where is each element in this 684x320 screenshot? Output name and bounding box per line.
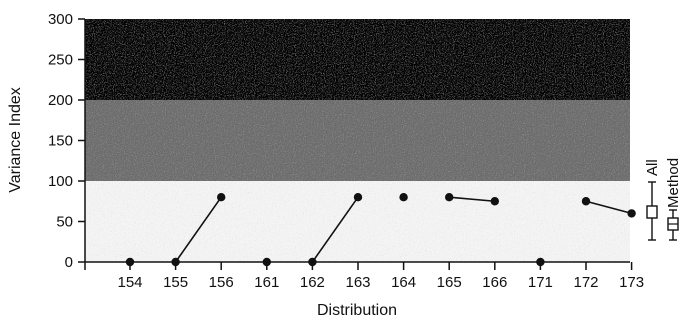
point-164 <box>399 193 408 202</box>
point-171 <box>536 257 545 267</box>
legend-all-label: All <box>644 159 661 176</box>
x-tick-label-155: 155 <box>163 274 188 291</box>
x-tick-label-154: 154 <box>117 274 142 291</box>
point-172 <box>581 197 591 206</box>
segment-162-163 <box>311 196 359 263</box>
legend-method-label: Method <box>665 158 682 208</box>
point-154 <box>125 257 135 267</box>
y-tick-label-300: 300 <box>48 11 73 28</box>
y-tick-label-250: 250 <box>48 52 73 69</box>
point-173 <box>627 209 636 218</box>
series <box>125 193 636 267</box>
x-tick-label-172: 172 <box>573 274 598 291</box>
point-156 <box>217 193 226 202</box>
background-bands <box>85 19 630 262</box>
point-165 <box>445 193 454 202</box>
x-axis-title: Distribution <box>317 302 397 319</box>
x-tick-label-162: 162 <box>300 274 325 291</box>
segment-165-166 <box>449 196 495 203</box>
axes: 0 50 100 150 200 250 300 154 155 156 161 162 163 164 1… <box>48 11 644 291</box>
point-163 <box>353 193 363 202</box>
x-tick-label-161: 161 <box>254 274 279 291</box>
band-0 <box>85 19 630 100</box>
legend-all-marker <box>646 205 658 219</box>
y-tick-label-200: 200 <box>48 92 73 109</box>
x-tick-label-156: 156 <box>209 274 234 291</box>
y-tick-label-100: 100 <box>48 173 73 190</box>
x-tick-label-171: 171 <box>528 274 553 291</box>
band-1 <box>85 100 630 181</box>
point-161 <box>262 257 271 267</box>
y-tick-label-150: 150 <box>48 133 73 150</box>
x-tick-label-166: 166 <box>482 274 507 291</box>
point-155 <box>171 257 180 267</box>
x-tick-label-163: 163 <box>345 274 370 291</box>
y-tick-label-0: 0 <box>65 254 73 271</box>
legend: All Method <box>644 158 682 241</box>
x-tick-label-164: 164 <box>391 274 416 291</box>
x-tick-label-173: 173 <box>619 274 644 291</box>
y-tick-label-50: 50 <box>56 214 73 231</box>
segment-155-156 <box>174 196 222 263</box>
point-166 <box>490 197 499 206</box>
y-axis-title: Variance Index <box>7 87 24 193</box>
segment-172-173 <box>585 200 632 215</box>
x-tick-label-165: 165 <box>437 274 462 291</box>
point-162 <box>308 257 317 267</box>
